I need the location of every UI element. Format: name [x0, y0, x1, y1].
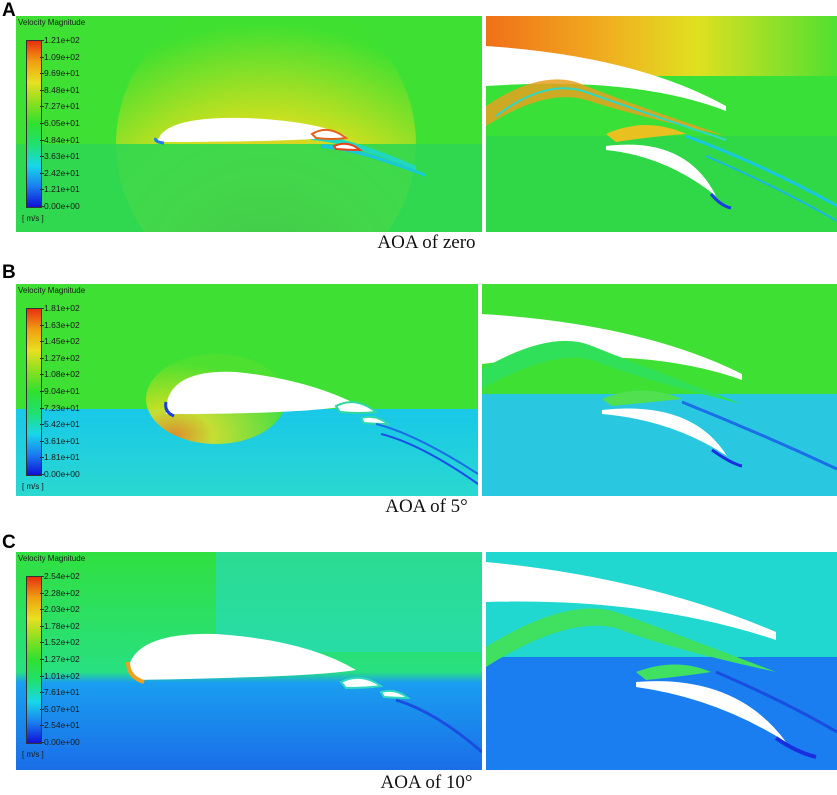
panel-c-zoom-contour: [486, 552, 837, 770]
legend-tick-label: 2.54e+02: [44, 571, 80, 581]
legend-tick-label: 1.81e+02: [44, 303, 80, 313]
legend-unit: [ m/s ]: [22, 214, 44, 223]
legend-tick-label: 2.03e+02: [44, 604, 80, 615]
legend-tick-label: 2.54e+01: [44, 720, 80, 731]
legend-tick-label: 0.00e+00: [44, 469, 80, 479]
legend-tick-label: 8.48e+01: [44, 84, 80, 95]
legend-tick-mark: [40, 139, 44, 141]
legend-tick-label: 7.61e+01: [44, 687, 80, 698]
legend-tick-mark: [40, 708, 44, 710]
legend-tick-mark: [40, 123, 44, 124]
panel-c: Velocity Magnitude 2.54e+02 2.28e+02 2.03e…: [16, 552, 837, 795]
legend-title: Velocity Magnitude: [18, 554, 86, 563]
panel-a-caption: AOA of zero: [377, 232, 476, 253]
legend-tick-mark: [40, 440, 44, 442]
legend-tick-label: 1.27e+02: [44, 352, 80, 363]
panel-b-zoom-contour: [482, 284, 837, 496]
legend-tick-label: 1.21e+02: [44, 35, 80, 45]
legend-tick-mark: [40, 725, 44, 727]
legend-tick-label: 9.69e+01: [44, 68, 80, 79]
legend-tick-label: 0.00e+00: [44, 201, 80, 211]
legend-title: Velocity Magnitude: [18, 286, 86, 295]
legend-tick-mark: [40, 40, 44, 41]
legend-tick-mark: [40, 156, 44, 158]
legend-tick-mark: [40, 692, 44, 694]
legend-tick-label: 1.08e+02: [44, 369, 80, 380]
legend-tick-label: 5.07e+01: [44, 703, 80, 714]
legend-tick-label: 7.27e+01: [44, 101, 80, 112]
legend-tick-label: 1.27e+02: [44, 654, 80, 664]
panel-c-overview-contour: Velocity Magnitude 2.54e+02 2.28e+02 2.03e…: [16, 552, 482, 770]
panel-a-overview-contour: Velocity Magnitude 1.21e+02 1.09e+02 9.69e…: [16, 16, 482, 232]
panel-b: Velocity Magnitude 1.81e+02 1.63e+02 1.45e…: [16, 284, 837, 524]
legend-tick-mark: [40, 357, 44, 359]
legend-tick-mark: [40, 106, 44, 108]
panel-a: Velocity Magnitude 1.21e+02 1.09e+02 9.69e…: [16, 16, 837, 264]
legend-tick-mark: [40, 324, 44, 326]
legend-tick-label: 1.81e+01: [44, 452, 80, 463]
legend-tick-label: 4.84e+01: [44, 134, 80, 145]
legend-tick-mark: [40, 374, 44, 376]
legend-tick-mark: [40, 56, 44, 58]
legend-tick-mark: [40, 592, 44, 594]
panel-label-a: A: [2, 0, 16, 21]
legend-tick-label: 6.05e+01: [44, 118, 80, 128]
legend-tick-label: 1.63e+02: [44, 319, 80, 330]
legend-title: Velocity Magnitude: [18, 18, 86, 27]
legend-tick-mark: [40, 609, 44, 611]
legend-tick-label: 1.09e+02: [44, 51, 80, 62]
legend-tick-mark: [40, 625, 44, 627]
legend-tick-label: 0.00e+00: [44, 737, 80, 747]
panel-b-overview-contour: Velocity Magnitude 1.81e+02 1.63e+02 1.45e…: [16, 284, 478, 496]
legend-tick-mark: [40, 474, 44, 475]
panel-a-zoom-contour: [486, 16, 837, 232]
legend-tick-mark: [40, 189, 44, 191]
legend-tick-label: 9.04e+01: [44, 386, 80, 396]
legend-tick-mark: [40, 89, 44, 91]
legend-tick-label: 1.52e+02: [44, 637, 80, 648]
legend-tick-mark: [40, 642, 44, 644]
panel-label-b: B: [2, 262, 16, 283]
legend-tick-mark: [40, 457, 44, 459]
legend-tick-label: 1.45e+02: [44, 336, 80, 347]
legend-tick-mark: [40, 407, 44, 409]
legend-tick-mark: [40, 341, 44, 343]
legend-tick-label: 1.01e+02: [44, 670, 80, 681]
legend-tick-mark: [40, 659, 44, 660]
legend-tick-label: 7.23e+01: [44, 402, 80, 413]
legend-tick-label: 1.21e+01: [44, 184, 80, 195]
legend-tick-mark: [40, 172, 44, 174]
legend-tick-label: 2.28e+02: [44, 587, 80, 598]
legend-tick-mark: [40, 576, 44, 577]
colormap-bar: [26, 40, 42, 208]
legend-tick-mark: [40, 742, 44, 743]
legend-tick-mark: [40, 391, 44, 392]
legend-tick-label: 2.42e+01: [44, 167, 80, 178]
legend-tick-mark: [40, 206, 44, 207]
legend-unit: [ m/s ]: [22, 750, 44, 759]
colormap-bar: [26, 576, 42, 744]
legend-tick-mark: [40, 308, 44, 309]
legend-unit: [ m/s ]: [22, 482, 44, 491]
legend-tick-label: 3.63e+01: [44, 151, 80, 162]
panel-label-c: C: [2, 532, 16, 553]
legend-tick-mark: [40, 675, 44, 677]
colormap-bar: [26, 308, 42, 476]
legend-tick-label: 1.78e+02: [44, 620, 80, 631]
legend-tick-mark: [40, 73, 44, 75]
legend-tick-mark: [40, 424, 44, 426]
panel-c-caption: AOA of 10°: [380, 772, 473, 793]
panel-b-caption: AOA of 5°: [385, 496, 468, 517]
legend-tick-label: 5.42e+01: [44, 419, 80, 430]
legend-tick-label: 3.61e+01: [44, 435, 80, 446]
